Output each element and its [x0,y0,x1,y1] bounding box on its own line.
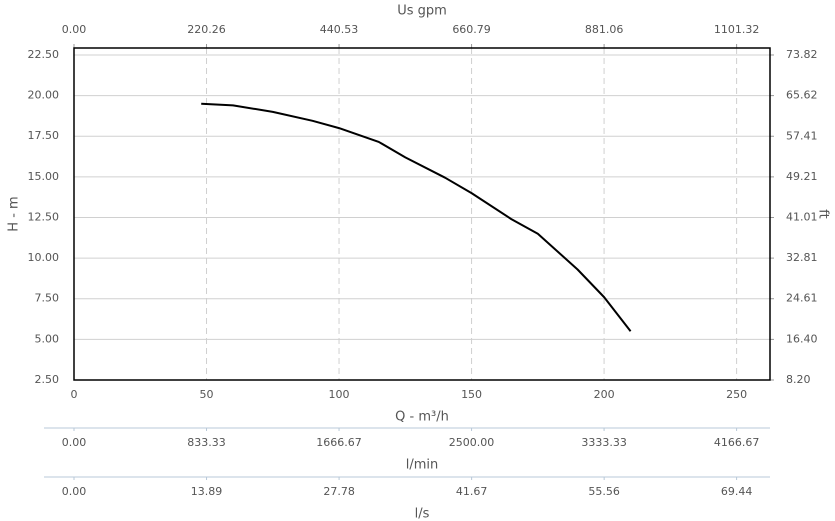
y2-tick-label: 73.82 [786,48,818,61]
extra-tick-label: 55.56 [588,485,620,498]
extra-axis-title: l/min [406,458,439,473]
y2-axis-title: ft [816,209,831,218]
x2-tick-label: 881.06 [585,23,624,36]
y-tick-label: 5.00 [35,332,60,345]
x2-tick-label: 0.00 [62,23,87,36]
x2-tick-label: 1101.32 [714,23,760,36]
y2-tick-label: 24.61 [786,292,818,305]
extra-tick-label: 0.00 [62,485,87,498]
y2-tick-label: 57.41 [786,129,818,142]
x-tick-label: 0 [71,388,78,401]
plot-frame [73,47,771,381]
x2-tick-label: 220.26 [187,23,226,36]
extra-axis-title: l/s [415,507,430,521]
x-tick-label: 50 [200,388,214,401]
extra-tick-label: 833.33 [187,436,226,449]
x2-tick-label: 660.79 [452,23,491,36]
y-tick-label: 20.00 [28,89,60,102]
y2-tick-label: 16.40 [786,332,818,345]
x-tick-label: 100 [329,388,350,401]
y-tick-label: 7.50 [35,292,60,305]
x2-tick-label: 440.53 [320,23,359,36]
y2-tick-label: 49.21 [786,170,818,183]
extra-tick-label: 0.00 [62,436,87,449]
x-tick-label: 200 [594,388,615,401]
y-tick-label: 22.50 [28,48,60,61]
y-tick-label: 2.50 [35,373,60,386]
x-tick-label: 150 [461,388,482,401]
y-tick-label: 17.50 [28,129,60,142]
extra-tick-label: 69.44 [721,485,753,498]
extra-tick-label: 2500.00 [449,436,495,449]
x2-axis-title: Us gpm [397,4,447,19]
y2-tick-label: 65.62 [786,89,818,102]
extra-tick-label: 1666.67 [316,436,362,449]
extra-tick-label: 41.67 [456,485,488,498]
y-axis-title: H - m [7,196,22,231]
y-tick-label: 15.00 [28,170,60,183]
y2-tick-label: 32.81 [786,251,818,264]
extra-tick-label: 3333.33 [581,436,627,449]
y-tick-label: 12.50 [28,210,60,223]
y2-tick-label: 8.20 [786,373,811,386]
extra-tick-label: 27.78 [323,485,355,498]
extra-tick-label: 13.89 [191,485,223,498]
x-tick-label: 250 [726,388,747,401]
curve [201,102,632,332]
y-tick-label: 10.00 [28,251,60,264]
extra-tick-label: 4166.67 [714,436,760,449]
y2-tick-label: 41.01 [786,210,818,223]
x-axis-title: Q - m³/h [395,410,449,425]
